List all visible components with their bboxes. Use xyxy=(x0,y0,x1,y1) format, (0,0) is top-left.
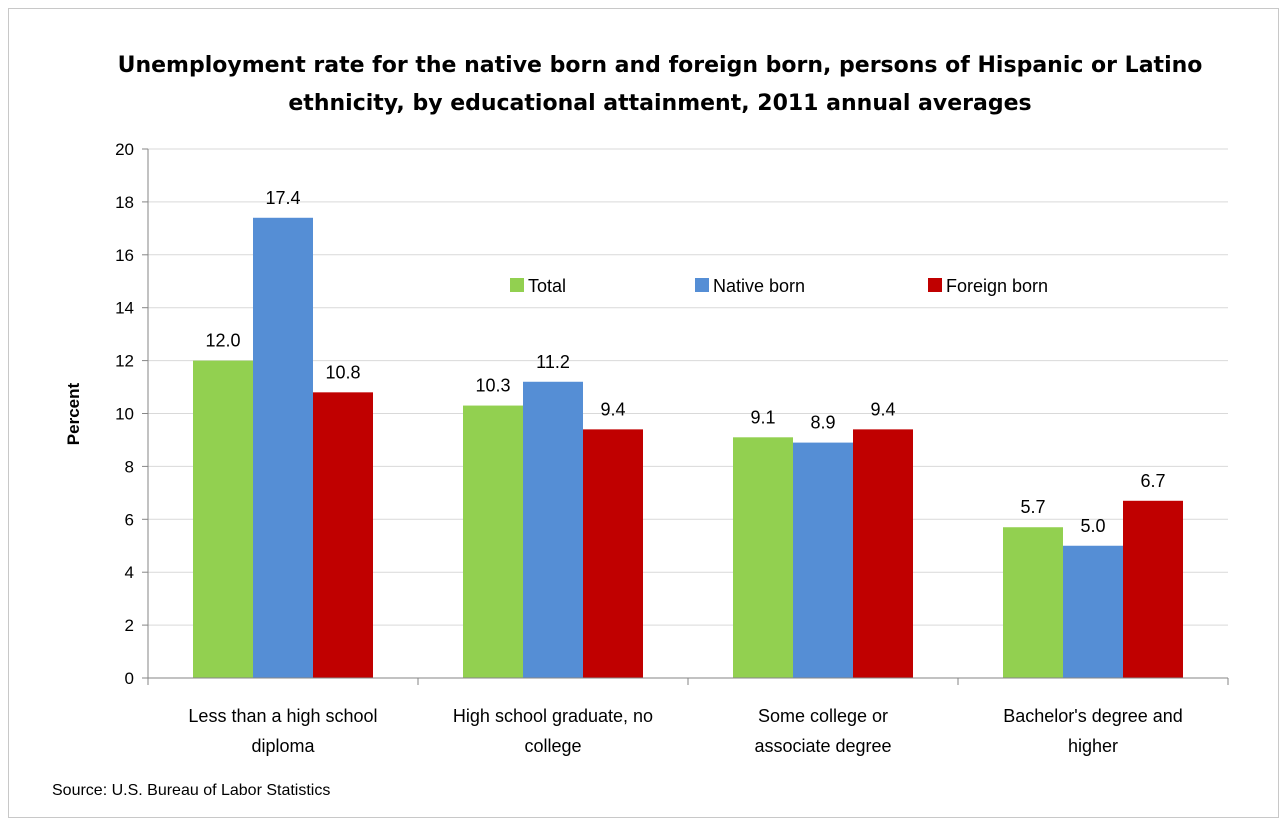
category-label: higher xyxy=(1068,736,1118,756)
bar-total xyxy=(193,360,253,678)
axes xyxy=(142,148,1229,685)
chart-title-line-2: ethnicity, by educational attainment, 20… xyxy=(288,91,1031,116)
legend-label: Native born xyxy=(713,276,805,296)
category-label: Some college or xyxy=(758,706,888,726)
y-tick-label: 12 xyxy=(115,352,134,371)
bar-native-born xyxy=(1063,545,1123,678)
bar-foreign-born xyxy=(313,392,373,678)
category-label: associate degree xyxy=(754,736,891,756)
y-tick-label: 6 xyxy=(125,510,134,529)
y-tick-label: 10 xyxy=(115,405,134,424)
data-label: 10.8 xyxy=(325,362,360,382)
bar-native-born xyxy=(253,217,313,678)
legend-swatch xyxy=(695,278,709,292)
data-label: 5.0 xyxy=(1080,516,1105,536)
bar-native-born xyxy=(523,381,583,678)
category-labels: Less than a high school diploma High schoo… xyxy=(188,706,1182,756)
data-label: 9.1 xyxy=(750,407,775,427)
y-axis-label: Percent xyxy=(64,382,83,445)
legend-swatch xyxy=(510,278,524,292)
legend-label: Total xyxy=(528,276,566,296)
y-tick-label: 8 xyxy=(125,457,134,476)
y-tick-label: 2 xyxy=(125,616,134,635)
data-label: 10.3 xyxy=(475,376,510,396)
category-label: Less than a high school xyxy=(188,706,377,726)
bar-foreign-born xyxy=(583,429,643,678)
category-label: college xyxy=(524,736,581,756)
category-label: Bachelor's degree and xyxy=(1003,706,1183,726)
bars xyxy=(193,217,1183,678)
bar-foreign-born xyxy=(853,429,913,678)
legend-label: Foreign born xyxy=(946,276,1048,296)
bar-total xyxy=(733,437,793,678)
y-tick-label: 16 xyxy=(115,246,134,265)
y-tick-label: 14 xyxy=(115,299,134,318)
bar-total xyxy=(1003,527,1063,678)
bar-native-born xyxy=(793,442,853,678)
y-tick-label: 4 xyxy=(125,563,134,582)
category-label: diploma xyxy=(251,736,315,756)
data-label: 12.0 xyxy=(205,331,240,351)
data-label: 9.4 xyxy=(870,399,895,419)
y-tick-label: 18 xyxy=(115,193,134,212)
bar-foreign-born xyxy=(1123,500,1183,678)
legend: Total Native born Foreign born xyxy=(510,276,1048,296)
data-label: 11.2 xyxy=(536,352,570,372)
y-axis-ticks: 0 2 4 6 8 10 12 14 16 18 20 xyxy=(115,140,134,688)
legend-swatch xyxy=(928,278,942,292)
y-tick-label: 0 xyxy=(125,669,134,688)
data-label: 6.7 xyxy=(1140,471,1165,491)
bar-total xyxy=(463,405,523,678)
y-tick-label: 20 xyxy=(115,140,134,159)
data-label: 17.4 xyxy=(265,188,300,208)
data-labels: 12.0 17.4 10.8 10.3 11.2 9.4 9.1 8.9 9.4 5.7 5.0 6.… xyxy=(205,188,1165,536)
source-note: Source: U.S. Bureau of Labor Statistics xyxy=(52,782,330,799)
chart-title: Unemployment rate for the native born an… xyxy=(118,53,1203,116)
data-label: 9.4 xyxy=(600,399,625,419)
category-label: High school graduate, no xyxy=(453,706,653,726)
data-label: 5.7 xyxy=(1020,497,1045,517)
chart-title-line-1: Unemployment rate for the native born an… xyxy=(118,53,1203,78)
data-label: 8.9 xyxy=(810,413,835,433)
